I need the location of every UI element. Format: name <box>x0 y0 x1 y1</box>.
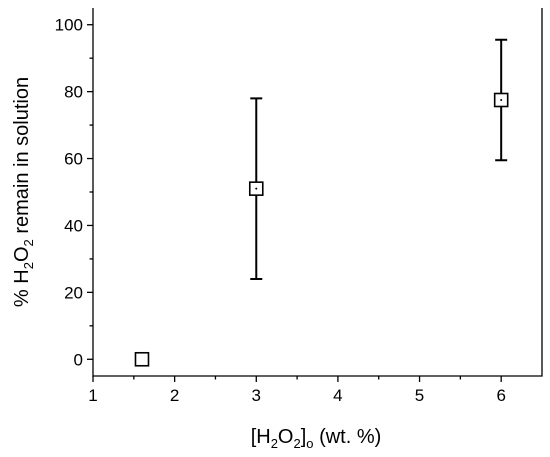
y-tick-label: 20 <box>64 283 83 302</box>
x-tick-label: 4 <box>333 386 342 405</box>
x-tick-label: 2 <box>170 386 179 405</box>
x-axis: 1 2 3 4 5 6 <box>88 376 506 405</box>
data-markers <box>134 92 509 367</box>
y-tick-label: 100 <box>55 16 83 35</box>
data-point-center <box>255 187 258 190</box>
y-axis: 0 20 40 60 80 100 <box>55 16 93 369</box>
data-point-center <box>500 99 503 101</box>
y-axis-title: % H2O2 remain in solution <box>11 77 36 307</box>
data-point-marker <box>134 351 150 367</box>
plot-border <box>92 8 543 377</box>
plot-frame <box>92 8 543 377</box>
x-tick-label: 5 <box>415 386 424 405</box>
y-tick-label: 60 <box>64 150 83 169</box>
error-bars <box>135 38 508 366</box>
x-tick-label: 1 <box>88 386 97 405</box>
y-tick-label: 0 <box>74 350 83 369</box>
y-tick-label: 80 <box>64 83 83 102</box>
x-tick-label: 3 <box>252 386 261 405</box>
y-tick-label: 40 <box>64 216 83 235</box>
x-tick-label: 6 <box>496 386 505 405</box>
x-axis-title: [H2O2]o (wt. %) <box>251 426 382 451</box>
